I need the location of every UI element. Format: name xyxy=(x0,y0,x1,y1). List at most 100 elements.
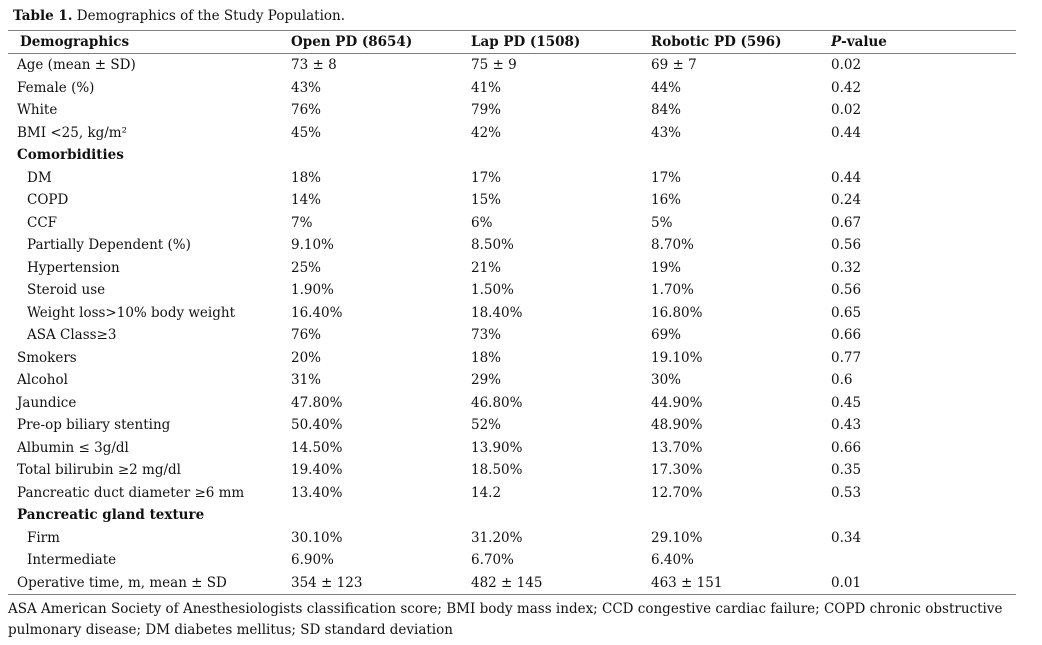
value-cell: 76% xyxy=(291,327,322,343)
value-cell: 52% xyxy=(471,417,502,433)
value-cell: 9.10% xyxy=(291,237,334,253)
value-cell: 69% xyxy=(651,327,682,343)
value-cell: 73 ± 8 xyxy=(291,57,337,73)
table-row: Pre-op biliary stenting 50.40% 52% 48.90% 0.… xyxy=(8,414,1016,437)
value-cell: 0.77 xyxy=(831,349,862,366)
value-cell: 73% xyxy=(471,327,502,343)
value-cell: 50.40% xyxy=(291,417,343,433)
value-cell: 19% xyxy=(651,259,682,276)
row-label: Firm xyxy=(27,529,60,546)
value-cell: 18.40% xyxy=(471,304,523,321)
value-cell: 13.70% xyxy=(651,439,703,456)
table-body: Age (mean ± SD) 73 ± 8 75 ± 9 69 ± 7 0.02 Fem… xyxy=(8,54,1016,595)
value-cell: 42% xyxy=(471,124,502,141)
row-label: Smokers xyxy=(17,349,77,366)
row-label: Comorbidities xyxy=(17,147,124,163)
row-label: COPD xyxy=(27,192,69,208)
value-cell: 1.70% xyxy=(651,282,694,298)
row-label: Hypertension xyxy=(27,259,120,276)
value-cell: 16% xyxy=(651,192,682,208)
value-cell xyxy=(831,504,1016,527)
row-label: Albumin ≤ 3g/dl xyxy=(17,439,129,456)
row-label: Pancreatic gland texture xyxy=(17,507,205,523)
value-cell: 0.43 xyxy=(831,417,862,433)
column-header: P-value xyxy=(831,30,1016,54)
value-cell: 0.34 xyxy=(831,529,862,546)
value-cell: 18% xyxy=(291,169,322,186)
value-cell: 0.35 xyxy=(831,462,862,478)
value-cell: 1.50% xyxy=(471,282,514,298)
table-caption: Table 1. Demographics of the Study Popul… xyxy=(13,7,1042,25)
value-cell: 0.02 xyxy=(831,102,862,118)
value-cell: 463 ± 151 xyxy=(651,574,723,591)
value-cell: 0.02 xyxy=(831,57,862,73)
row-label: Pancreatic duct diameter ≥6 mm xyxy=(17,484,245,501)
row-label: Total bilirubin ≥2 mg/dl xyxy=(17,462,181,478)
value-cell: 48.90% xyxy=(651,417,703,433)
value-cell: 43% xyxy=(651,124,682,141)
row-label: Age (mean ± SD) xyxy=(17,57,136,73)
value-cell: 5% xyxy=(651,214,673,231)
row-label: Operative time, m, mean ± SD xyxy=(17,574,227,591)
value-cell: 31% xyxy=(291,372,322,388)
row-label: BMI <25, kg/m² xyxy=(17,124,128,141)
row-label: White xyxy=(17,102,58,118)
value-cell: 0.56 xyxy=(831,237,862,253)
value-cell: 16.80% xyxy=(651,304,703,321)
value-cell: 43% xyxy=(291,79,322,96)
table-row: CCF 7% 6% 5% 0.67 xyxy=(8,212,1016,235)
value-cell: 0.66 xyxy=(831,439,862,456)
table-row: Partially Dependent (%) 9.10% 8.50% 8.70% 0.… xyxy=(8,234,1016,257)
table-row: Albumin ≤ 3g/dl 14.50% 13.90% 13.70% 0.66 xyxy=(8,437,1016,460)
value-cell: 69 ± 7 xyxy=(651,57,697,73)
value-cell: 14.50% xyxy=(291,439,343,456)
value-cell: 0.53 xyxy=(831,484,862,501)
table-row: Alcohol 31% 29% 30% 0.6 xyxy=(8,369,1016,392)
table-row: Weight loss>10% body weight 16.40% 18.40% 1… xyxy=(8,302,1016,325)
value-cell: 75 ± 9 xyxy=(471,57,517,73)
value-cell: 19.40% xyxy=(291,462,343,478)
table-row: Operative time, m, mean ± SD 354 ± 123 482… xyxy=(8,572,1016,595)
row-label: Steroid use xyxy=(27,282,106,298)
value-cell: 44.90% xyxy=(651,394,703,411)
value-cell: 45% xyxy=(291,124,322,141)
value-cell: 6.90% xyxy=(291,552,334,568)
value-cell: 47.80% xyxy=(291,394,343,411)
column-header: Lap PD (1508) xyxy=(471,30,651,54)
value-cell: 14.2 xyxy=(471,484,502,501)
value-cell xyxy=(471,504,651,527)
table-row: Age (mean ± SD) 73 ± 8 75 ± 9 69 ± 7 0.02 xyxy=(8,54,1016,77)
table-row: ASA Class≥3 76% 73% 69% 0.66 xyxy=(8,324,1016,347)
table-row: Pancreatic duct diameter ≥6 mm 13.40% 14.2… xyxy=(8,482,1016,505)
column-header: Robotic PD (596) xyxy=(651,30,831,54)
demographics-table: Demographics Open PD (8654) Lap PD (1508) R… xyxy=(8,30,1016,595)
value-cell: 0.42 xyxy=(831,79,862,96)
row-label: Jaundice xyxy=(17,394,77,411)
value-cell: 0.01 xyxy=(831,574,862,591)
value-cell: 20% xyxy=(291,349,322,366)
value-cell: 79% xyxy=(471,102,502,118)
table-row: BMI <25, kg/m² 45% 42% 43% 0.44 xyxy=(8,122,1016,145)
table-header: Demographics Open PD (8654) Lap PD (1508) R… xyxy=(8,30,1016,54)
column-header: Demographics xyxy=(8,30,291,54)
value-cell: 30.10% xyxy=(291,529,343,546)
value-cell: 17% xyxy=(471,169,502,186)
row-label: Alcohol xyxy=(17,372,68,388)
row-label: Weight loss>10% body weight xyxy=(27,304,235,321)
value-cell: 84% xyxy=(651,102,682,118)
value-cell xyxy=(831,549,1016,572)
value-cell xyxy=(291,144,471,167)
value-cell: 8.50% xyxy=(471,237,514,253)
value-cell: 16.40% xyxy=(291,304,343,321)
table-row: Total bilirubin ≥2 mg/dl 19.40% 18.50% 17.3… xyxy=(8,459,1016,482)
value-cell: 0.24 xyxy=(831,192,862,208)
table-row: Steroid use 1.90% 1.50% 1.70% 0.56 xyxy=(8,279,1016,302)
row-label: Female (%) xyxy=(17,79,95,96)
value-cell: 6.40% xyxy=(651,552,694,568)
row-label: Pre-op biliary stenting xyxy=(17,417,171,433)
value-cell xyxy=(651,504,831,527)
table-row: COPD 14% 15% 16% 0.24 xyxy=(8,189,1016,212)
table-row: White 76% 79% 84% 0.02 xyxy=(8,99,1016,122)
value-cell: 46.80% xyxy=(471,394,523,411)
